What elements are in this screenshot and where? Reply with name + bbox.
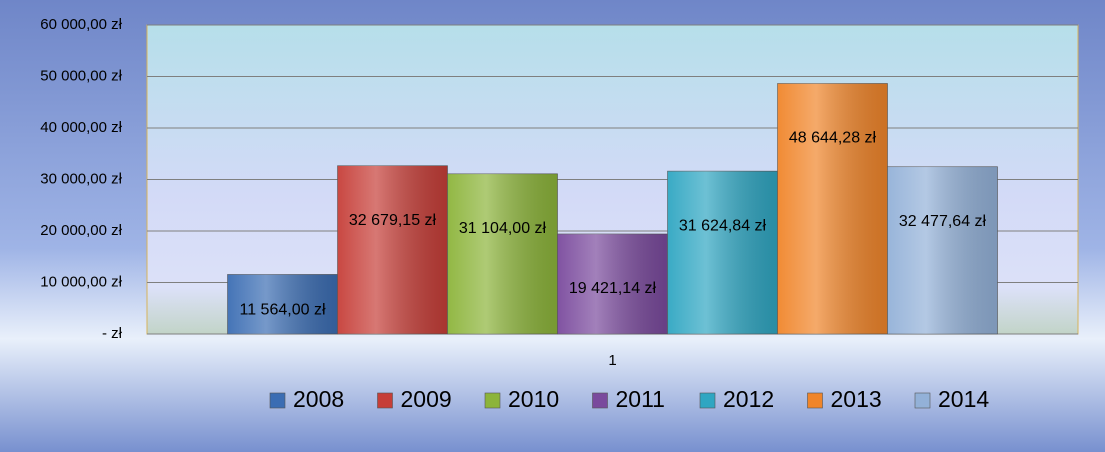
y-tick-label: 20 000,00 zł — [40, 222, 122, 239]
y-tick-label: - zł — [102, 325, 123, 342]
value-label: 48 644,28 zł — [789, 130, 877, 147]
y-tick-label: 40 000,00 zł — [40, 119, 122, 136]
y-tick-label: 50 000,00 zł — [40, 67, 122, 84]
value-label: 11 564,00 zł — [240, 301, 326, 318]
y-tick-label: 60 000,00 zł — [40, 16, 122, 33]
legend-label: 2008 — [293, 386, 344, 412]
value-label: 19 421,14 zł — [569, 280, 657, 297]
value-label: 32 477,64 zł — [899, 213, 987, 230]
y-tick-label: 30 000,00 zł — [40, 170, 122, 187]
legend-swatch — [807, 392, 823, 409]
value-label: 31 104,00 zł — [459, 220, 547, 237]
bar — [337, 165, 448, 335]
bar — [887, 166, 998, 335]
bar — [447, 173, 558, 335]
legend-label: 2010 — [508, 386, 559, 412]
x-tick-label: 1 — [608, 352, 616, 369]
legend-label: 2012 — [723, 386, 774, 412]
value-label: 31 624,84 zł — [679, 217, 767, 234]
bar — [667, 170, 778, 335]
y-tick-label: 10 000,00 zł — [40, 273, 122, 290]
legend-swatch — [914, 392, 931, 409]
legend-label: 2009 — [401, 386, 452, 412]
legend-label: 2013 — [831, 386, 882, 412]
legend-swatch — [377, 392, 393, 409]
legend-swatch — [269, 392, 286, 409]
legend-swatch — [484, 392, 501, 409]
legend-label: 2014 — [938, 386, 989, 412]
value-label: 32 679,15 zł — [349, 212, 437, 229]
legend-swatch — [592, 392, 608, 409]
legend-swatch — [699, 392, 716, 409]
legend-label: 2011 — [616, 386, 665, 412]
bar — [777, 83, 888, 335]
